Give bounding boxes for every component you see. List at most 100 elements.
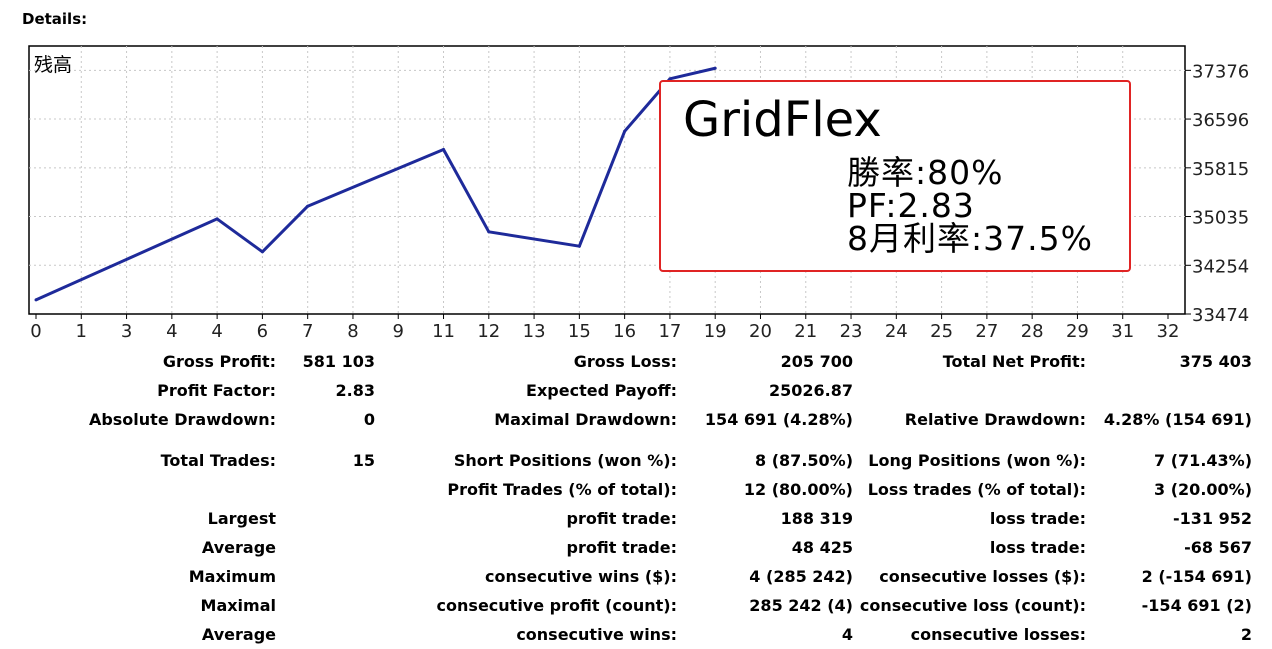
balance-point bbox=[713, 66, 717, 70]
stat-label: consecutive profit (count): bbox=[436, 596, 677, 615]
balance-point bbox=[215, 217, 219, 221]
balance-point bbox=[487, 230, 491, 234]
x-tick-label: 15 bbox=[568, 321, 591, 342]
x-tick-label: 19 bbox=[704, 321, 727, 342]
x-tick-label: 0 bbox=[30, 321, 41, 342]
x-tick-label: 28 bbox=[1021, 321, 1044, 342]
y-tick-label: 33474 bbox=[1192, 305, 1249, 326]
stat-value: -154 691 (2) bbox=[1141, 596, 1252, 615]
stat-value: 4 bbox=[841, 625, 853, 644]
stat-label: loss trade: bbox=[989, 538, 1086, 557]
x-tick-label: 7 bbox=[302, 321, 313, 342]
x-tick-label: 9 bbox=[393, 321, 404, 342]
stat-label: profit trade: bbox=[566, 509, 677, 528]
stat-value: 154 691 (4.28%) bbox=[704, 410, 853, 429]
monthly-return-text: 8月利率:37.5% bbox=[847, 219, 1093, 258]
stat-label: Total Net Profit: bbox=[942, 352, 1086, 371]
stat-label: Total Trades: bbox=[160, 451, 276, 470]
stat-label: profit trade: bbox=[566, 538, 677, 557]
x-tick-label: 16 bbox=[613, 321, 636, 342]
x-tick-label: 20 bbox=[749, 321, 772, 342]
stat-label: Maximum bbox=[188, 567, 276, 586]
balance-point bbox=[442, 147, 446, 151]
x-tick-label: 4 bbox=[211, 321, 222, 342]
x-tick-label: 25 bbox=[930, 321, 953, 342]
stat-label: Expected Payoff: bbox=[526, 381, 677, 400]
stat-label: consecutive losses: bbox=[910, 625, 1086, 644]
y-tick-label: 35035 bbox=[1192, 208, 1249, 229]
strategy-stats: 勝率:80% PF:2.83 8月利率:37.5% bbox=[847, 156, 1093, 255]
x-tick-label: 29 bbox=[1066, 321, 1089, 342]
stat-label: Short Positions (won %): bbox=[453, 451, 677, 470]
stat-label: Long Positions (won %): bbox=[868, 451, 1086, 470]
profit-factor-text: PF:2.83 bbox=[847, 186, 975, 225]
x-tick-label: 13 bbox=[523, 321, 546, 342]
balance-point bbox=[34, 298, 38, 302]
y-tick-label: 37376 bbox=[1192, 61, 1249, 82]
x-tick-label: 4 bbox=[166, 321, 177, 342]
stat-value: 375 403 bbox=[1179, 352, 1252, 371]
stat-label: Maximal Drawdown: bbox=[494, 410, 677, 429]
stat-label: Absolute Drawdown: bbox=[88, 410, 276, 429]
balance-point bbox=[577, 244, 581, 248]
x-tick-label: 21 bbox=[794, 321, 817, 342]
stat-value: 2.83 bbox=[335, 381, 375, 400]
stat-label: Loss trades (% of total): bbox=[867, 480, 1086, 499]
x-tick-label: 24 bbox=[885, 321, 908, 342]
stat-value: 8 (87.50%) bbox=[755, 451, 853, 470]
x-tick-label: 1 bbox=[76, 321, 87, 342]
x-tick-label: 6 bbox=[257, 321, 268, 342]
stat-label: Gross Profit: bbox=[162, 352, 276, 371]
win-rate-text: 勝率:80% bbox=[847, 153, 1004, 192]
balance-point bbox=[623, 129, 627, 133]
strategy-name: GridFlex bbox=[683, 92, 882, 148]
x-tick-label: 31 bbox=[1111, 321, 1134, 342]
stat-label: Relative Drawdown: bbox=[904, 410, 1086, 429]
balance-point bbox=[668, 77, 672, 81]
stat-value: -68 567 bbox=[1184, 538, 1252, 557]
stat-value: 0 bbox=[363, 410, 375, 429]
x-tick-label: 32 bbox=[1157, 321, 1180, 342]
stat-value: 2 (-154 691) bbox=[1141, 567, 1252, 586]
strategy-summary-box: GridFlex 勝率:80% PF:2.83 8月利率:37.5% bbox=[659, 80, 1131, 272]
stat-value: 581 103 bbox=[302, 352, 375, 371]
stat-label: Largest bbox=[207, 509, 276, 528]
stat-value: 48 425 bbox=[791, 538, 853, 557]
x-tick-label: 27 bbox=[975, 321, 998, 342]
stat-value: 15 bbox=[352, 451, 375, 470]
stat-label: loss trade: bbox=[989, 509, 1086, 528]
x-tick-label: 17 bbox=[658, 321, 681, 342]
stat-label: Profit Trades (% of total): bbox=[447, 480, 677, 499]
stat-value: 12 (80.00%) bbox=[743, 480, 853, 499]
stat-value: 7 (71.43%) bbox=[1154, 451, 1252, 470]
stat-value: 25026.87 bbox=[768, 381, 853, 400]
stat-value: 285 242 (4) bbox=[749, 596, 853, 615]
stat-label: Gross Loss: bbox=[573, 352, 677, 371]
stat-value: 205 700 bbox=[780, 352, 853, 371]
balance-point bbox=[306, 204, 310, 208]
x-tick-label: 23 bbox=[840, 321, 863, 342]
x-tick-label: 12 bbox=[477, 321, 500, 342]
balance-point bbox=[260, 250, 264, 254]
balance-line bbox=[35, 66, 716, 302]
stat-label: consecutive wins: bbox=[516, 625, 677, 644]
stat-label: Average bbox=[201, 625, 276, 644]
stat-label: consecutive wins ($): bbox=[484, 567, 677, 586]
stat-value: 188 319 bbox=[780, 509, 853, 528]
chart-title: 残高 bbox=[34, 54, 72, 76]
y-tick-label: 34254 bbox=[1192, 256, 1249, 277]
stat-value: 4.28% (154 691) bbox=[1103, 410, 1252, 429]
stat-label: consecutive loss (count): bbox=[859, 596, 1086, 615]
stat-label: Average bbox=[201, 538, 276, 557]
y-tick-label: 36596 bbox=[1192, 110, 1249, 131]
stat-label: Profit Factor: bbox=[157, 381, 276, 400]
stat-label: Maximal bbox=[200, 596, 276, 615]
y-tick-label: 35815 bbox=[1192, 159, 1249, 180]
stat-value: 4 (285 242) bbox=[749, 567, 853, 586]
stat-value: 2 bbox=[1240, 625, 1252, 644]
stat-value: -131 952 bbox=[1172, 509, 1252, 528]
details-label: Details: bbox=[22, 10, 88, 28]
x-tick-label: 3 bbox=[121, 321, 132, 342]
stat-label: consecutive losses ($): bbox=[879, 567, 1086, 586]
